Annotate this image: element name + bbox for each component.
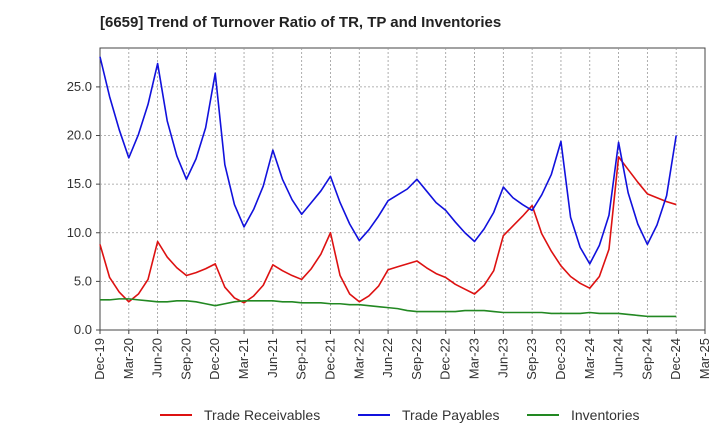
y-tick-label: 20.0 xyxy=(67,128,92,143)
x-tick-label: Sep-24 xyxy=(639,338,654,380)
x-tick-label: Jun-23 xyxy=(495,338,510,378)
x-tick-label: Mar-20 xyxy=(121,338,136,379)
chart-title: [6659] Trend of Turnover Ratio of TR, TP… xyxy=(100,14,502,31)
x-tick-label: Jun-21 xyxy=(265,338,280,378)
legend-label-trade-payables: Trade Payables xyxy=(402,407,500,423)
x-tick-label: Mar-25 xyxy=(697,338,712,379)
x-tick-label: Jun-20 xyxy=(150,338,165,378)
plot-frame xyxy=(99,47,706,331)
x-tick-label: Dec-22 xyxy=(438,338,453,380)
x-tick-label: Jun-22 xyxy=(380,338,395,378)
x-tick-label: Mar-23 xyxy=(467,338,482,379)
y-tick-label: 15.0 xyxy=(67,176,92,191)
y-tick-label: 10.0 xyxy=(67,225,92,240)
y-tick-label: 0.0 xyxy=(74,322,92,337)
legend-label-trade-receivables: Trade Receivables xyxy=(204,407,320,423)
x-tick-label: Jun-24 xyxy=(611,338,626,378)
series-line-inventories xyxy=(100,298,677,318)
legend-label-inventories: Inventories xyxy=(571,407,639,423)
y-tick-label: 5.0 xyxy=(74,273,92,288)
x-tick-label: Sep-22 xyxy=(409,338,424,380)
x-tick-label: Dec-20 xyxy=(207,338,222,380)
x-tick-label: Sep-23 xyxy=(524,338,539,380)
x-tick-label: Dec-19 xyxy=(92,338,107,380)
x-tick-label: Dec-21 xyxy=(322,338,337,380)
x-tick-label: Mar-21 xyxy=(236,338,251,379)
x-tick-label: Mar-22 xyxy=(351,338,366,379)
x-tick-label: Dec-24 xyxy=(668,338,683,380)
x-tick-label: Dec-23 xyxy=(553,338,568,380)
x-tick-label: Mar-24 xyxy=(582,338,597,379)
series-line-trade-receivables xyxy=(99,156,677,304)
series-line-trade-payables xyxy=(99,56,677,265)
x-tick-label: Sep-21 xyxy=(294,338,309,380)
x-tick-label: Sep-20 xyxy=(178,338,193,380)
y-tick-label: 25.0 xyxy=(67,79,92,94)
